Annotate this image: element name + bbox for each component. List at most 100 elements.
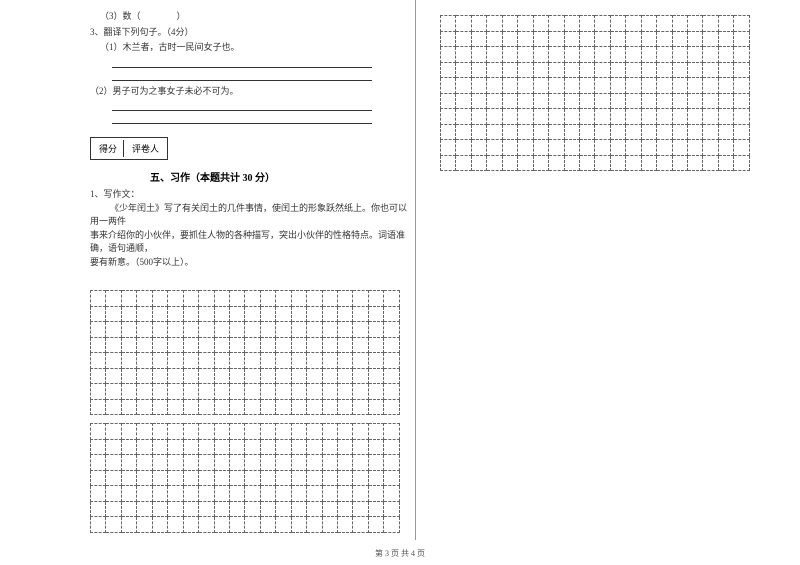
grid-cell	[734, 124, 750, 140]
grid-cell	[549, 140, 564, 156]
grid-cell	[672, 140, 687, 156]
grid-cell	[152, 470, 167, 486]
answer-line	[112, 71, 372, 81]
grid-cell	[518, 78, 533, 94]
grid-cell	[183, 337, 198, 353]
grid-cell	[214, 470, 229, 486]
grid-cell	[338, 470, 353, 486]
grid-cell	[245, 399, 260, 415]
grid-cell	[291, 470, 306, 486]
answer-line	[112, 114, 372, 124]
grid-cell	[626, 31, 641, 47]
grid-cell	[533, 31, 548, 47]
grid-cell	[291, 439, 306, 455]
grid-cell	[291, 368, 306, 384]
grid-cell	[260, 470, 275, 486]
grid-cell	[91, 470, 106, 486]
essay-body-3: 要有新意。（500字以上）。	[90, 256, 410, 270]
grid-cell	[322, 384, 337, 400]
right-column	[440, 15, 750, 179]
grid-cell	[168, 368, 183, 384]
grid-cell	[199, 486, 214, 502]
grid-cell	[338, 306, 353, 322]
grid-cell	[291, 337, 306, 353]
grid-cell	[353, 337, 368, 353]
grid-cell	[610, 31, 625, 47]
grid-cell	[338, 424, 353, 440]
grid-cell	[168, 424, 183, 440]
grid-cell	[152, 322, 167, 338]
grid-cell	[168, 439, 183, 455]
grid-cell	[137, 399, 152, 415]
grid-cell	[291, 306, 306, 322]
grid-cell	[229, 337, 244, 353]
grid-cell	[121, 291, 136, 307]
grid-cell	[291, 353, 306, 369]
grid-cell	[471, 78, 486, 94]
grid-cell	[595, 124, 610, 140]
grid-cell	[456, 62, 471, 78]
grid-cell	[121, 470, 136, 486]
grid-cell	[260, 439, 275, 455]
grid-cell	[549, 31, 564, 47]
grid-cell	[456, 16, 471, 32]
grid-cell	[368, 486, 383, 502]
grid-cell	[322, 399, 337, 415]
grid-cell	[579, 93, 594, 109]
answer-line	[112, 58, 372, 68]
grid-cell	[384, 455, 400, 471]
grid-cell	[441, 31, 456, 47]
grid-cell	[579, 140, 594, 156]
grid-cell	[168, 486, 183, 502]
grid-cell	[641, 78, 656, 94]
grid-cell	[106, 399, 121, 415]
grid-cell	[502, 140, 517, 156]
grid-cell	[183, 368, 198, 384]
grid-cell	[307, 399, 322, 415]
grid-cell	[338, 517, 353, 533]
grid-cell	[276, 486, 291, 502]
grid-cell	[168, 399, 183, 415]
grid-cell	[152, 291, 167, 307]
grid-cell	[229, 424, 244, 440]
grid-cell	[291, 322, 306, 338]
grid-cell	[260, 353, 275, 369]
grid-cell	[353, 384, 368, 400]
grid-cell	[229, 517, 244, 533]
grid-cell	[338, 455, 353, 471]
grid-cell	[353, 517, 368, 533]
grid-cell	[214, 517, 229, 533]
grid-cell	[610, 47, 625, 63]
grid-cell	[137, 424, 152, 440]
grid-cell	[368, 322, 383, 338]
grid-cell	[626, 140, 641, 156]
grid-cell	[91, 399, 106, 415]
grid-cell	[441, 155, 456, 171]
grid-cell	[626, 47, 641, 63]
grid-cell	[137, 455, 152, 471]
grid-cell	[595, 47, 610, 63]
grid-cell	[595, 140, 610, 156]
grid-cell	[502, 109, 517, 125]
grid-cell	[152, 501, 167, 517]
grid-cell	[456, 140, 471, 156]
grid-cell	[564, 47, 579, 63]
grid-cell	[91, 322, 106, 338]
grid-cell	[518, 47, 533, 63]
grid-cell	[338, 384, 353, 400]
grid-cell	[610, 124, 625, 140]
grid-cell	[214, 306, 229, 322]
grid-cell	[549, 16, 564, 32]
grid-cell	[688, 109, 703, 125]
grid-cell	[353, 368, 368, 384]
grid-cell	[199, 424, 214, 440]
grid-cell	[214, 368, 229, 384]
grid-cell	[657, 62, 672, 78]
grid-cell	[214, 322, 229, 338]
grid-cell	[441, 124, 456, 140]
grid-cell	[338, 501, 353, 517]
page-footer: 第 3 页 共 4 页	[0, 548, 800, 559]
grid-cell	[657, 16, 672, 32]
grid-cell	[549, 109, 564, 125]
grid-cell	[734, 155, 750, 171]
